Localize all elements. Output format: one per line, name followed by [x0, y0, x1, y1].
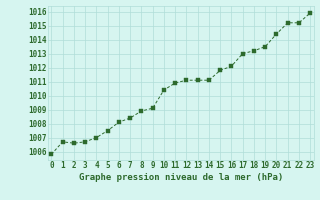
- X-axis label: Graphe pression niveau de la mer (hPa): Graphe pression niveau de la mer (hPa): [79, 173, 283, 182]
